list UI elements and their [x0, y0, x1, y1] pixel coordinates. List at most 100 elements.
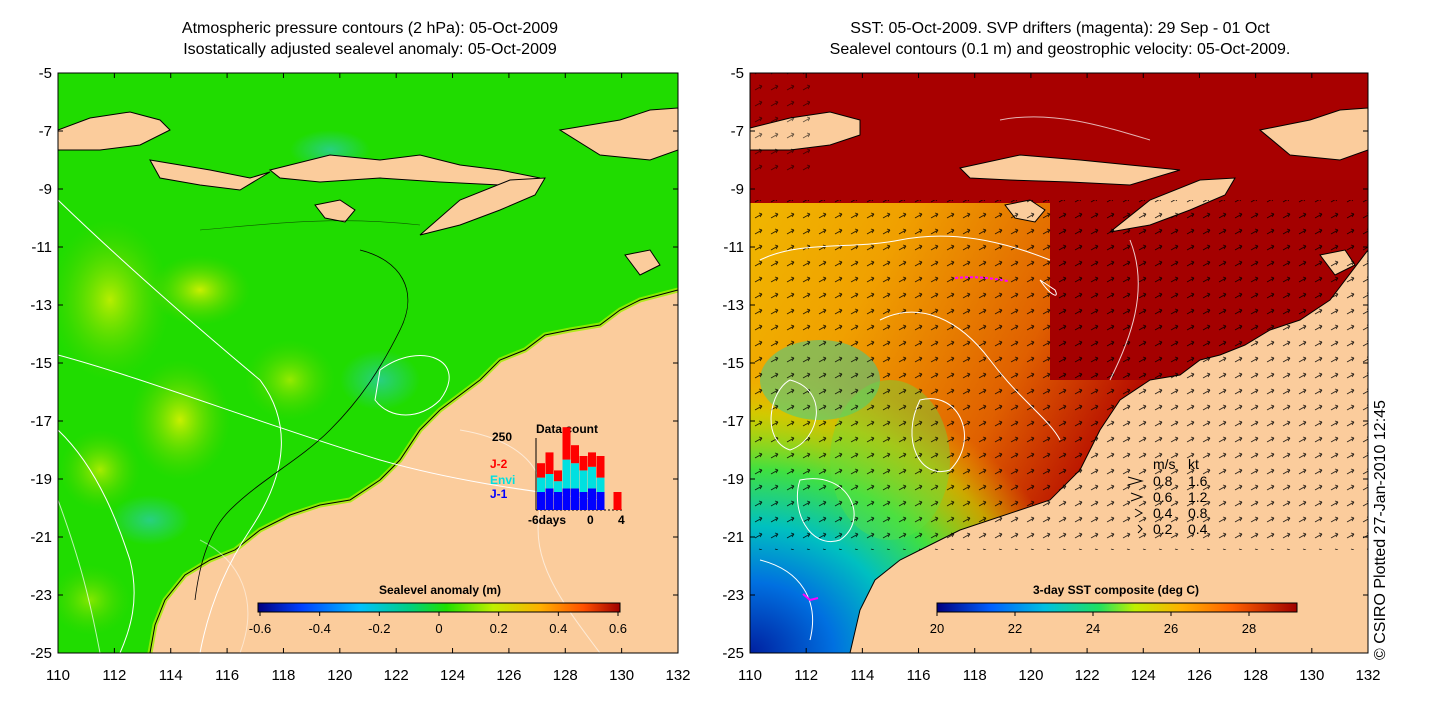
y-tick-label: -23 [722, 587, 744, 604]
legend-j2: J-2 [490, 457, 508, 471]
data-count-bar-segment [545, 474, 554, 489]
x-tick-label: 122 [384, 667, 409, 684]
y-tick-label: -13 [30, 297, 52, 314]
x-tick-label: 114 [850, 667, 874, 684]
y-tick-label: -11 [723, 239, 744, 256]
vel-legend-kt: 0.8 [1188, 505, 1208, 521]
left-title-line1: Atmospheric pressure contours (2 hPa): 0… [181, 20, 559, 37]
right-title: SST: 05-Oct-2009. SVP drifters (magenta)… [760, 18, 1360, 60]
data-count-bar-segment [579, 456, 588, 471]
right-title-line2: Sealevel contours (0.1 m) and geostrophi… [829, 41, 1291, 58]
data-count-bar-segment [562, 427, 571, 460]
x-tick-label: 128 [1243, 667, 1268, 684]
drifter-track-north [954, 276, 1009, 282]
vel-legend-kt: 1.2 [1188, 489, 1208, 505]
data-count-bar-segment [588, 466, 596, 489]
data-count-bar-segment [571, 463, 579, 489]
vel-legend-ms: 0.8 [1153, 473, 1173, 489]
right-axes: -5 -7 -9 -11 -13 -15 -17 -19 -21 -23 -25 110 112 114 1… [722, 65, 1380, 684]
x-tick-label: 120 [327, 667, 352, 684]
left-island-java [58, 111, 171, 151]
colorbar-tick-label: 26 [1164, 621, 1178, 636]
drifter-track-south [802, 593, 819, 602]
vel-legend-kt: 1.6 [1188, 473, 1208, 489]
velocity-legend: m/s kt 0.8 1.60.6 1.20.4 0.80.2 0.4 [1127, 456, 1208, 537]
x-tick-label: 118 [271, 667, 295, 684]
x-tick-label: 116 [215, 667, 239, 684]
data-count-bar-segment [571, 488, 579, 510]
data-count-inset: Data count 250 J-2 Envi J-1 -6days 0 4 [490, 422, 625, 527]
y-tick-label: -7 [39, 123, 52, 140]
x-tick-label: 126 [496, 667, 521, 684]
vel-legend-header-ms: m/s [1153, 456, 1176, 472]
colorbar-tick-label: 0.4 [549, 621, 567, 636]
right-island-timor [1109, 177, 1236, 233]
velocity-legend-arrow [1127, 476, 1144, 486]
data-count-bar-segment [562, 459, 571, 489]
data-count-bar-segment [537, 492, 545, 510]
left-island-tanimbar [558, 107, 678, 161]
data-count-x-zero: 0 [587, 513, 594, 527]
geostrophic-velocity-arrows [750, 200, 1368, 550]
x-tick-label: 130 [609, 667, 634, 684]
data-count-bar-segment [596, 492, 605, 510]
colorbar-tick-label: 0.6 [609, 621, 627, 636]
y-tick-label: -25 [722, 645, 744, 662]
y-tick-label: -7 [731, 123, 744, 140]
left-colorbar-title: Sealevel anomaly (m) [379, 583, 501, 597]
x-tick-label: 124 [1131, 667, 1156, 684]
y-tick-label: -9 [39, 181, 52, 198]
x-tick-label: 124 [440, 667, 465, 684]
left-colorbar [257, 602, 621, 613]
y-tick-label: -9 [731, 181, 744, 198]
left-island-timor [419, 177, 546, 236]
y-tick-label: -23 [30, 587, 52, 604]
x-tick-label: 114 [159, 667, 183, 684]
left-map-panel: -5 -7 -9 -11 -13 -15 -17 -19 -21 -23 -25 110 112 114 1… [30, 65, 690, 684]
left-axes: -5 -7 -9 -11 -13 -15 -17 -19 -21 -23 -25 110 112 114 1… [30, 65, 690, 684]
x-tick-label: 130 [1299, 667, 1324, 684]
right-colorbar-ticks: 20 22 24 26 28 [930, 612, 1256, 636]
legend-j1: J-1 [490, 487, 508, 501]
data-count-bar-segment [613, 492, 622, 510]
data-count-bar-segment [596, 456, 605, 478]
y-tick-label: -11 [31, 239, 52, 256]
right-island-flores [958, 154, 1181, 186]
data-count-x-end: 4 [618, 513, 625, 527]
left-island-sumba [314, 199, 356, 223]
data-count-bar-segment [537, 477, 545, 492]
velocity-legend-arrow [1130, 492, 1144, 502]
right-title-line1: SST: 05-Oct-2009. SVP drifters (magenta)… [850, 20, 1270, 37]
y-tick-label: -25 [30, 645, 52, 662]
x-tick-label: 118 [963, 667, 987, 684]
vel-legend-kt: 0.4 [1188, 521, 1208, 537]
y-tick-label: -13 [722, 297, 744, 314]
legend-envi: Envi [490, 473, 515, 487]
data-count-bar-segment [554, 492, 562, 510]
vel-legend-ms: 0.6 [1153, 489, 1173, 505]
y-tick-label: -17 [30, 413, 52, 430]
y-tick-label: -19 [30, 471, 52, 488]
vel-legend-header-kt: kt [1188, 456, 1199, 472]
colorbar-tick-label: 28 [1242, 621, 1256, 636]
x-tick-label: 110 [738, 667, 762, 684]
x-tick-label: 132 [665, 667, 690, 684]
y-tick-label: -19 [722, 471, 744, 488]
y-tick-label: -5 [731, 65, 744, 82]
y-tick-label: -17 [722, 413, 744, 430]
x-tick-label: 110 [46, 667, 70, 684]
data-count-bar-segment [579, 470, 588, 492]
colorbar-tick-label: -0.4 [308, 621, 330, 636]
right-island-java [750, 111, 861, 151]
velocity-legend-arrow [1137, 524, 1143, 534]
data-count-bars [537, 427, 622, 510]
left-title-line2: Isostatically adjusted sealevel anomaly:… [183, 41, 557, 58]
data-count-bar-segment [545, 452, 554, 474]
vel-legend-ms: 0.4 [1153, 505, 1173, 521]
colorbar-tick-label: 0.2 [490, 621, 508, 636]
data-count-bar-segment [562, 488, 571, 510]
data-count-bar-segment [537, 463, 545, 478]
colorbar-tick-label: 20 [930, 621, 944, 636]
right-australia-land [849, 249, 1368, 653]
y-tick-label: -21 [722, 529, 744, 546]
